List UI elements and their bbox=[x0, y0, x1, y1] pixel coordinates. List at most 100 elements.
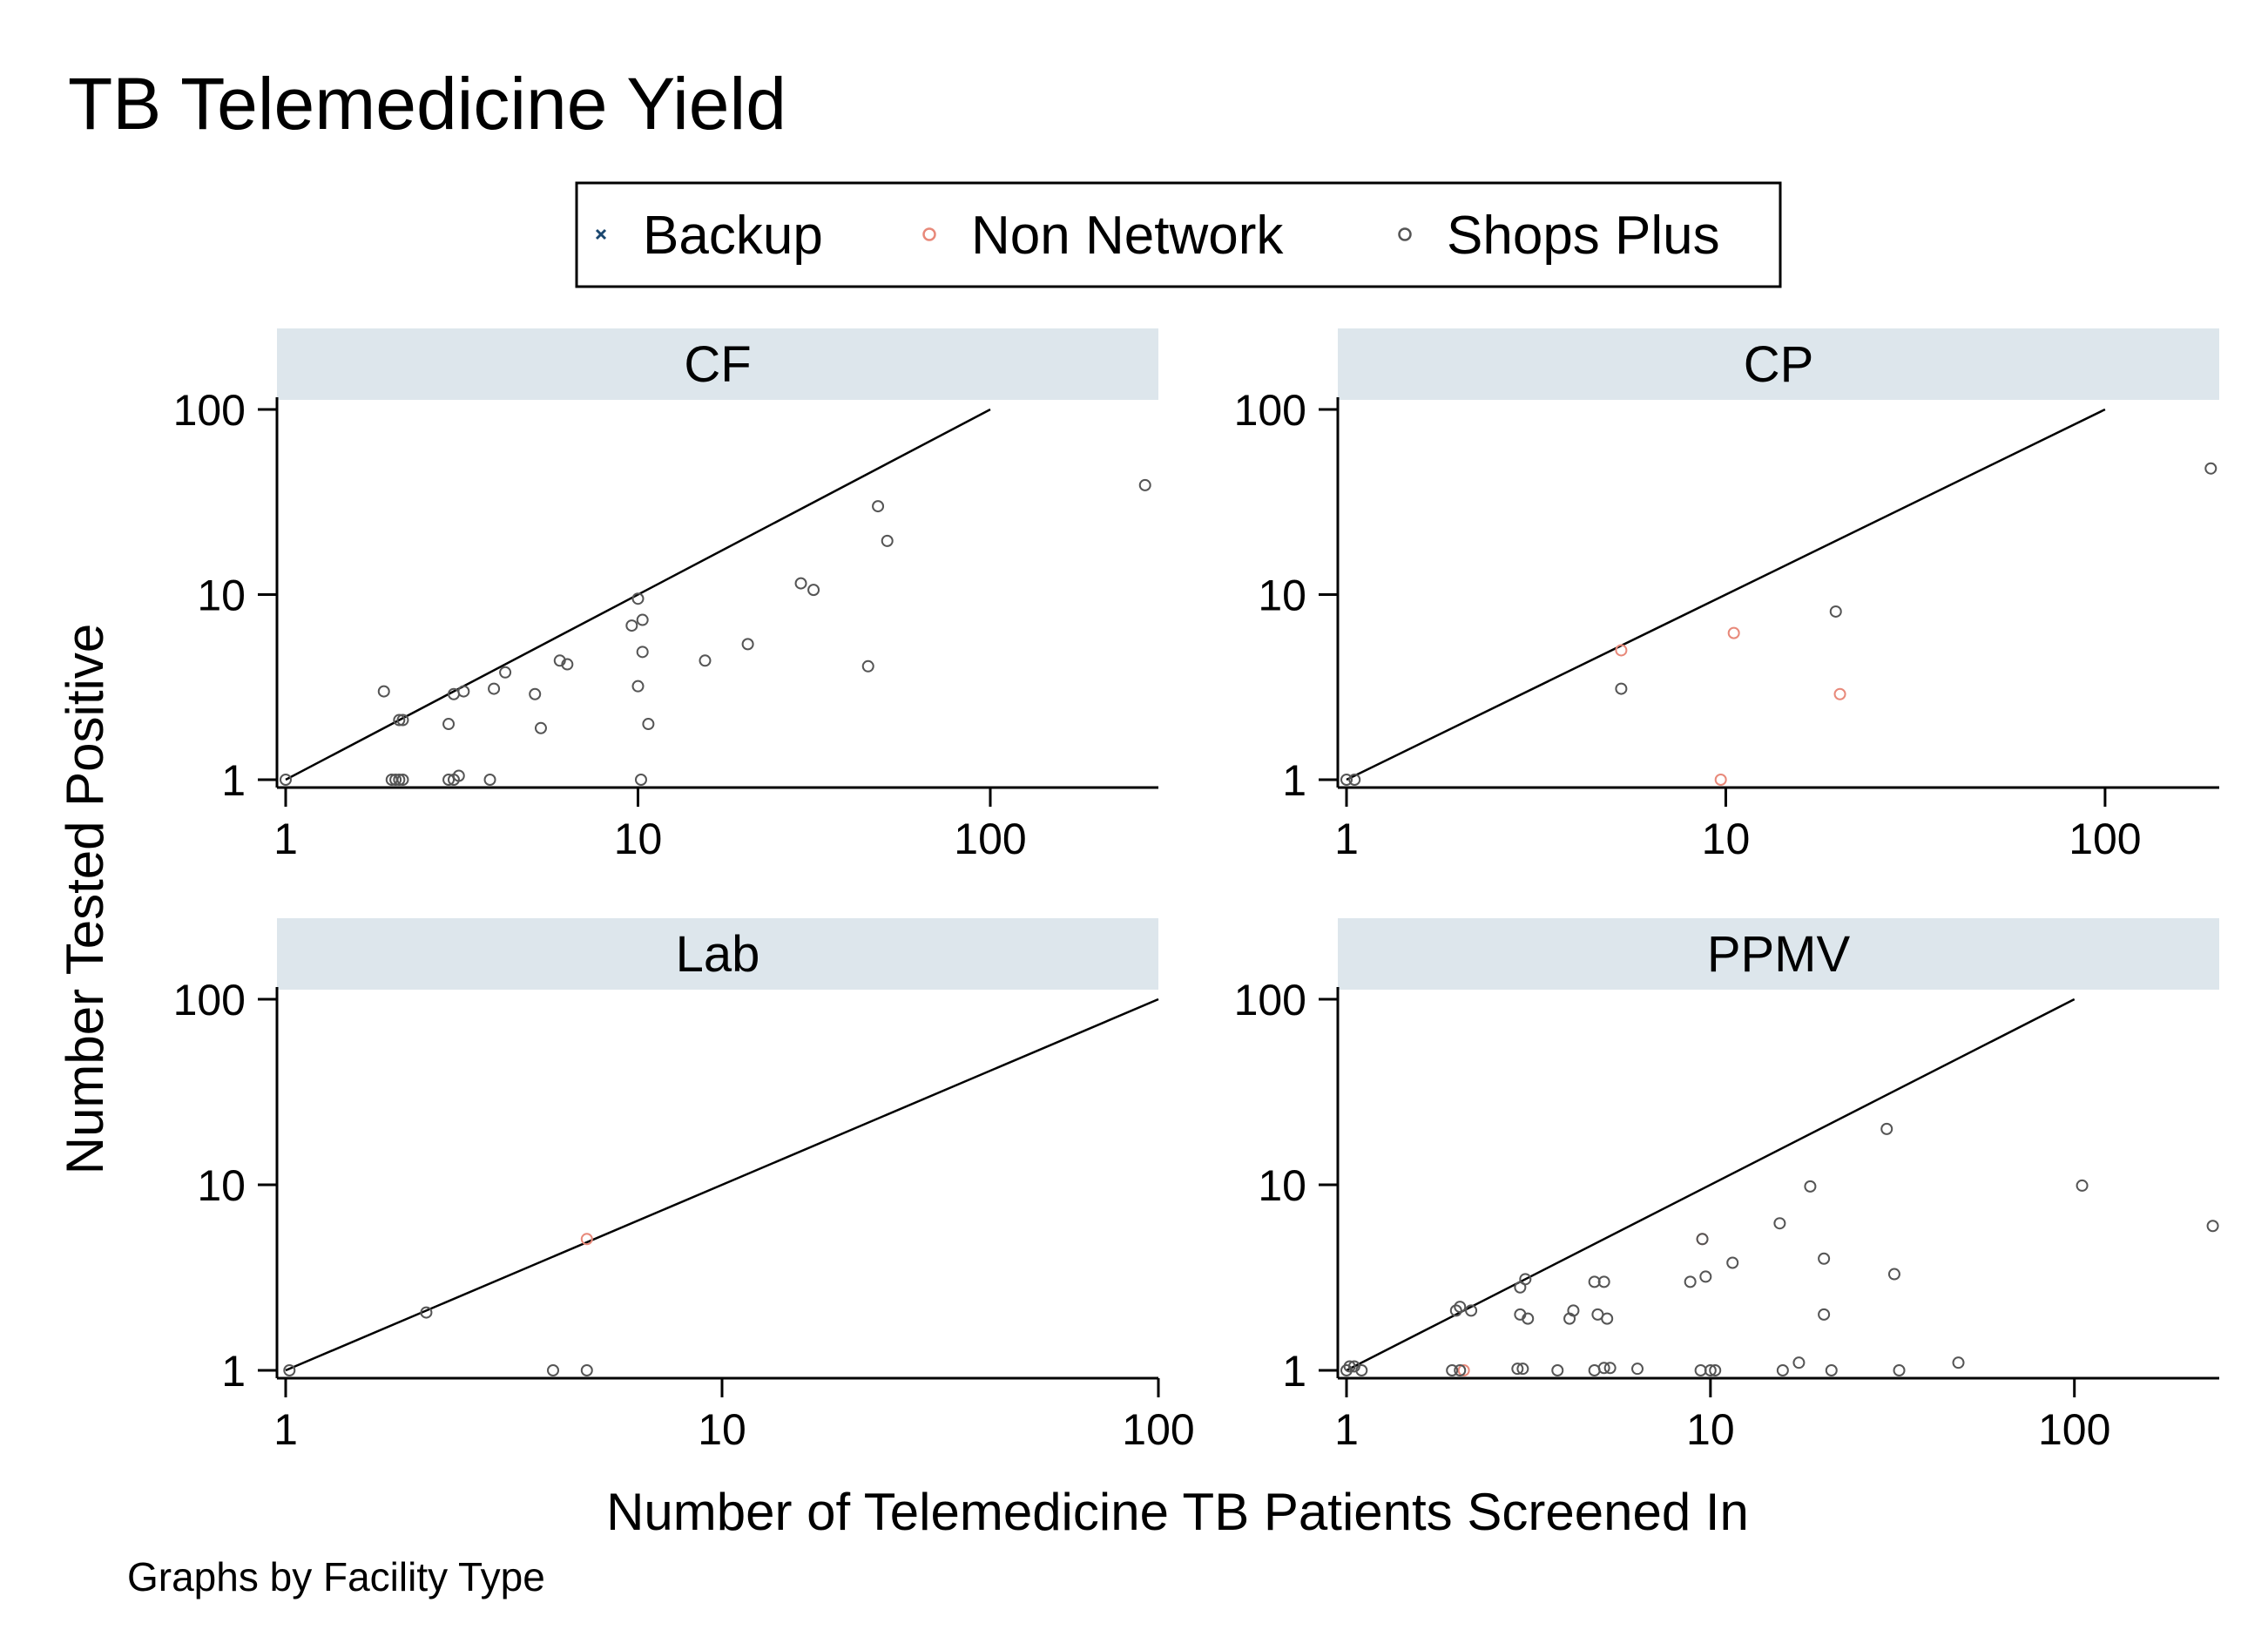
data-point bbox=[1829, 605, 1842, 618]
data-point bbox=[1522, 1312, 1535, 1325]
data-point bbox=[283, 1364, 296, 1376]
data-point bbox=[1355, 1364, 1368, 1376]
x-tick-label-ppmv: 10 bbox=[1686, 1405, 1735, 1454]
panel-strip-cf bbox=[277, 328, 1158, 400]
reference-line-cp bbox=[1346, 408, 2106, 781]
data-point bbox=[1714, 774, 1727, 786]
legend-item-backup: Backup bbox=[595, 206, 823, 266]
data-point bbox=[1615, 644, 1628, 657]
data-point bbox=[393, 774, 406, 786]
reference-line-lab bbox=[285, 997, 1159, 1372]
legend-box bbox=[575, 181, 1782, 288]
panel-title-cf: CF bbox=[684, 336, 751, 393]
x-tick-label-lab: 100 bbox=[1122, 1405, 1194, 1454]
y-tick-label-cf: 100 bbox=[173, 386, 246, 435]
y-axis-label: Number Tested Positive bbox=[56, 624, 114, 1175]
data-point bbox=[1449, 1304, 1462, 1317]
data-point bbox=[1699, 1270, 1712, 1283]
data-point bbox=[1804, 1180, 1817, 1193]
data-point bbox=[807, 584, 820, 597]
data-point bbox=[1726, 1256, 1739, 1269]
legend-label-shops-plus: Shops Plus bbox=[1447, 206, 1720, 266]
data-point bbox=[1833, 687, 1846, 700]
data-point bbox=[631, 592, 645, 605]
data-point bbox=[1454, 1301, 1467, 1314]
data-point bbox=[1457, 1364, 1470, 1376]
series-shops-plus-cf bbox=[280, 478, 1151, 786]
y-tick-label-ppmv: 100 bbox=[1234, 976, 1306, 1024]
data-point bbox=[1893, 1364, 1906, 1376]
x-tick-label-ppmv: 1 bbox=[1334, 1405, 1359, 1454]
data-point bbox=[1709, 1364, 1722, 1376]
y-tick-label-ppmv: 10 bbox=[1258, 1161, 1306, 1210]
data-point bbox=[631, 680, 645, 693]
data-point bbox=[1601, 1312, 1614, 1325]
data-point bbox=[1818, 1308, 1831, 1321]
series-non-network-ppmv bbox=[1457, 1233, 1709, 1376]
x-tick-label-cf: 1 bbox=[273, 815, 298, 863]
data-point bbox=[699, 654, 712, 667]
panel-title-ppmv: PPMV bbox=[1707, 926, 1851, 983]
data-point bbox=[642, 718, 655, 731]
panel-title-cp: CP bbox=[1744, 336, 1814, 393]
data-point bbox=[1343, 1360, 1356, 1373]
data-point bbox=[553, 654, 566, 667]
data-point bbox=[534, 721, 547, 734]
panel-title-lab: Lab bbox=[676, 926, 760, 983]
x-axis-label: Number of Telemedicine TB Patients Scree… bbox=[606, 1483, 1749, 1541]
series-non-network-cp bbox=[1615, 626, 1846, 786]
panel-cf: CF 1 10 100 1 10 100 bbox=[173, 328, 1158, 863]
data-point bbox=[529, 687, 542, 700]
panel-ppmv: PPMV 1 10 100 1 10 100 bbox=[1234, 918, 2219, 1454]
data-point bbox=[634, 774, 647, 786]
panel-strip-lab bbox=[277, 918, 1158, 990]
data-point bbox=[1597, 1275, 1610, 1288]
y-tick-label-cf: 1 bbox=[221, 756, 246, 805]
y-tick-label-cp: 100 bbox=[1234, 386, 1306, 435]
data-point bbox=[1880, 1122, 1893, 1135]
x-tick-label-cp: 10 bbox=[1702, 815, 1751, 863]
data-point bbox=[561, 658, 574, 671]
data-point bbox=[1138, 478, 1151, 491]
data-point bbox=[1340, 774, 1353, 786]
data-point bbox=[1825, 1364, 1838, 1376]
data-point bbox=[389, 774, 402, 786]
data-point bbox=[794, 577, 807, 590]
data-point bbox=[881, 534, 894, 547]
series-shops-plus-cp bbox=[1340, 462, 2217, 786]
data-point bbox=[1446, 1364, 1459, 1376]
data-point bbox=[2206, 1220, 2219, 1233]
legend-marker-shops-plus bbox=[1398, 227, 1412, 241]
legend-item-shops-plus: Shops Plus bbox=[1398, 206, 1720, 266]
data-point bbox=[396, 713, 409, 727]
data-point bbox=[1684, 1275, 1697, 1288]
x-tick-label-lab: 10 bbox=[698, 1405, 746, 1454]
series-non-network-lab bbox=[580, 1233, 593, 1246]
data-point bbox=[1704, 1364, 1717, 1376]
y-tick-label-cf: 10 bbox=[197, 571, 246, 620]
reference-line-ppmv bbox=[1346, 997, 2076, 1372]
x-tick-label-cp: 100 bbox=[2069, 815, 2141, 863]
panel-lab: Lab 1 10 100 1 10 100 bbox=[173, 918, 1195, 1454]
data-point bbox=[1776, 1364, 1789, 1376]
data-point bbox=[861, 659, 874, 673]
y-tick-label-cp: 10 bbox=[1258, 571, 1306, 620]
data-point bbox=[457, 685, 470, 698]
x-tick-label-cf: 10 bbox=[614, 815, 663, 863]
data-point bbox=[636, 613, 649, 626]
data-point bbox=[483, 774, 496, 786]
data-point bbox=[1516, 1363, 1529, 1376]
data-point bbox=[547, 1364, 560, 1376]
data-point bbox=[452, 769, 465, 782]
data-point bbox=[1603, 1362, 1617, 1375]
data-point bbox=[442, 774, 456, 786]
legend-marker-backup bbox=[595, 228, 607, 240]
data-point bbox=[393, 713, 406, 727]
data-point bbox=[741, 638, 754, 651]
legend-item-non-network: Non Network bbox=[922, 206, 1284, 266]
data-point bbox=[1519, 1273, 1532, 1286]
legend: Backup Non Network Shops Plus bbox=[575, 181, 1782, 288]
panel-strip-ppmv bbox=[1338, 918, 2219, 990]
y-tick-label-cp: 1 bbox=[1282, 756, 1306, 805]
data-point bbox=[1694, 1364, 1707, 1376]
